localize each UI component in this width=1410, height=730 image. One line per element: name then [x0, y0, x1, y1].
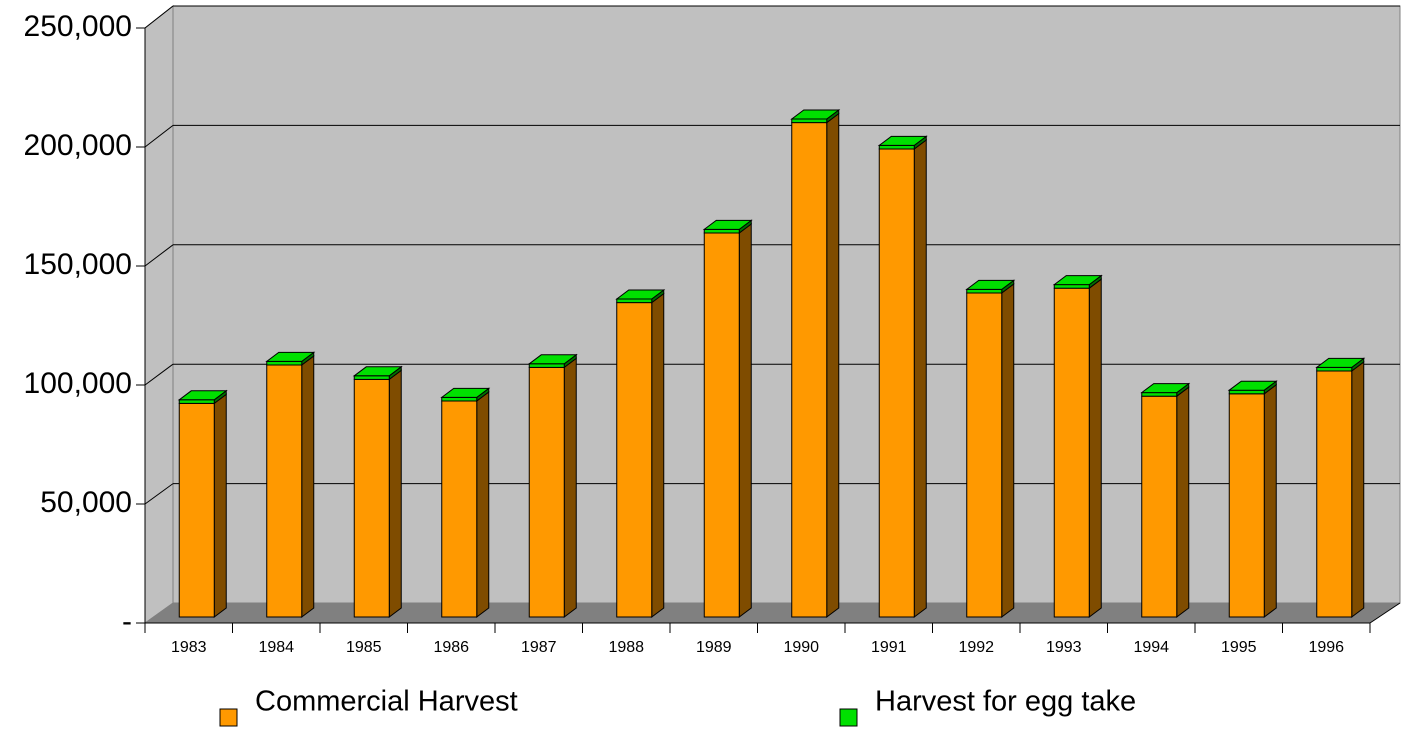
bar: [703, 232, 740, 618]
side-wall: [144, 4, 174, 624]
bar: [528, 363, 565, 368]
bar-side: [1351, 361, 1365, 618]
bar-top: [352, 366, 403, 377]
y-tick-label: -: [122, 605, 132, 638]
y-tick-label: 50,000: [40, 486, 132, 519]
bar-top: [877, 135, 928, 146]
bar: [966, 288, 1003, 294]
x-tick-label: 1991: [871, 639, 907, 656]
bar-side: [651, 292, 665, 618]
x-tick-label: 1992: [958, 639, 994, 656]
bar: [178, 402, 215, 618]
bar-top: [965, 279, 1016, 290]
bar-top: [440, 387, 491, 398]
bar: [1228, 393, 1265, 618]
bar: [353, 378, 390, 618]
bar-top: [527, 354, 578, 365]
y-tick-label: 200,000: [24, 129, 132, 162]
bar-side: [826, 112, 840, 618]
bar: [878, 148, 915, 618]
x-tick-label: 1990: [783, 639, 819, 656]
x-tick-label: 1986: [433, 639, 469, 656]
x-tick-label: 1993: [1046, 639, 1082, 656]
bar-top: [177, 390, 228, 401]
legend-swatch: [839, 708, 858, 727]
x-tick-label: 1989: [696, 639, 732, 656]
bar-side: [301, 355, 315, 618]
bar: [1053, 287, 1090, 618]
bar: [966, 292, 1003, 618]
legend-label: Commercial Harvest: [255, 686, 518, 718]
x-tick-label: 1987: [521, 639, 557, 656]
bar-side: [388, 369, 402, 618]
bar-top: [702, 219, 753, 230]
grid-line: [144, 5, 174, 29]
bar-side: [213, 393, 227, 618]
x-tick-label: 1988: [608, 639, 644, 656]
bar: [616, 302, 653, 618]
bar-side: [1088, 278, 1102, 618]
bar: [1228, 389, 1265, 395]
bar-side: [1001, 283, 1015, 618]
bar-top: [1315, 357, 1366, 368]
grid-line: [144, 483, 174, 505]
bar: [1316, 370, 1353, 618]
bar-top: [1227, 380, 1278, 391]
bar-top: [1140, 383, 1191, 394]
bar: [1053, 284, 1090, 289]
grid-line: [144, 244, 174, 267]
x-tick-label: 1996: [1308, 639, 1344, 656]
bar: [1141, 392, 1178, 397]
y-tick-label: 250,000: [24, 10, 132, 43]
bar: [703, 228, 740, 234]
bar: [791, 118, 828, 124]
bar: [353, 375, 390, 380]
bar-top: [1052, 275, 1103, 286]
bar: [1316, 366, 1353, 372]
bar-side: [563, 357, 577, 618]
bar: [178, 399, 215, 404]
bar-side: [913, 139, 927, 618]
bar: [1141, 395, 1178, 618]
floor: [145, 603, 1400, 623]
grid-line: [144, 125, 174, 148]
x-axis: [1369, 602, 1401, 624]
x-tick-label: 1985: [346, 639, 382, 656]
bar: [878, 144, 915, 150]
x-tick-label: 1994: [1133, 639, 1169, 656]
x-tick-label: 1983: [171, 639, 207, 656]
bar: [791, 122, 828, 618]
bar: [441, 400, 478, 618]
bar-top: [265, 351, 316, 362]
bar-top: [790, 109, 841, 120]
bar-side: [476, 391, 490, 618]
y-tick-label: 150,000: [24, 248, 132, 281]
bar-side: [1176, 386, 1190, 618]
bar-top: [615, 289, 666, 300]
legend-swatch: [219, 708, 238, 727]
bar-side: [738, 223, 752, 618]
bar: [616, 298, 653, 304]
x-tick-label: 1995: [1221, 639, 1257, 656]
bar-side: [1263, 383, 1277, 618]
bar: [528, 366, 565, 618]
x-tick-label: 1984: [258, 639, 294, 656]
bar: [441, 396, 478, 402]
bar: [266, 360, 303, 366]
legend-label: Harvest for egg take: [875, 686, 1136, 718]
bar: [266, 364, 303, 618]
y-tick-label: 100,000: [24, 367, 132, 400]
grid-line: [144, 363, 174, 386]
